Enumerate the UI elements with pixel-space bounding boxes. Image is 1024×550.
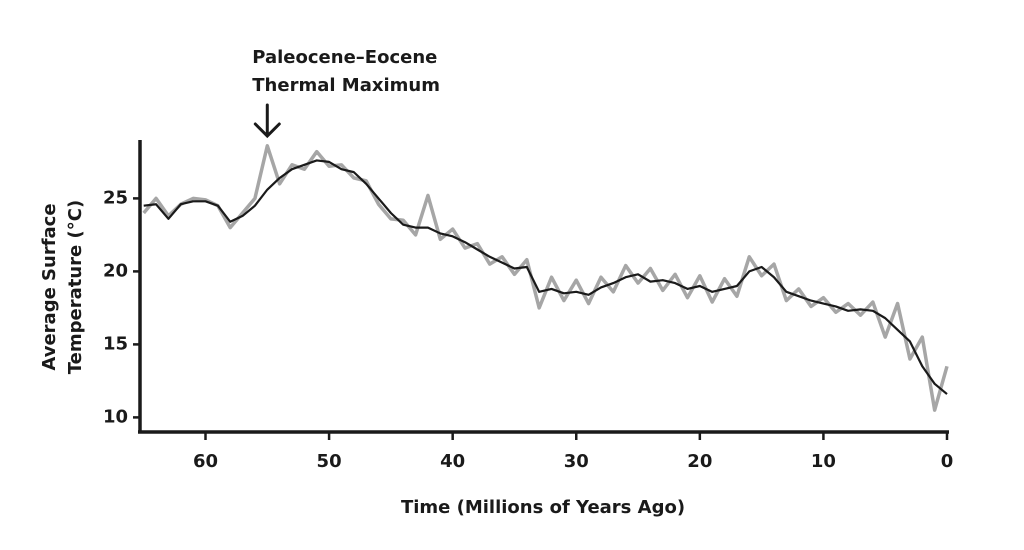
y-tick-label: 10 (103, 406, 128, 427)
x-tick-label: 20 (687, 451, 712, 472)
x-tick-label: 40 (440, 451, 465, 472)
x-tick-label: 0 (941, 451, 954, 472)
x-axis-label: Time (Millions of Years Ago) (401, 497, 685, 518)
y-axis-label-line: Temperature (°C) (65, 200, 86, 374)
annotation-text: Paleocene–Eocene (252, 47, 437, 68)
annotation-arrow (253, 103, 281, 139)
y-axis-label: Average Surface Temperature (°C) (39, 200, 86, 374)
line-series (143, 159, 948, 395)
x-tick-label: 60 (193, 451, 218, 472)
y-axis-label-line: Average Surface (39, 203, 60, 370)
y-tick-label: 15 (103, 333, 128, 354)
x-tick-label: 30 (564, 451, 589, 472)
y-tick-label: 25 (103, 187, 128, 208)
line-series (142, 144, 949, 412)
y-tick-label: 20 (103, 260, 128, 281)
x-tick-label: 10 (811, 451, 836, 472)
x-tick-label: 50 (317, 451, 342, 472)
annotation-text: Thermal Maximum (252, 75, 440, 96)
